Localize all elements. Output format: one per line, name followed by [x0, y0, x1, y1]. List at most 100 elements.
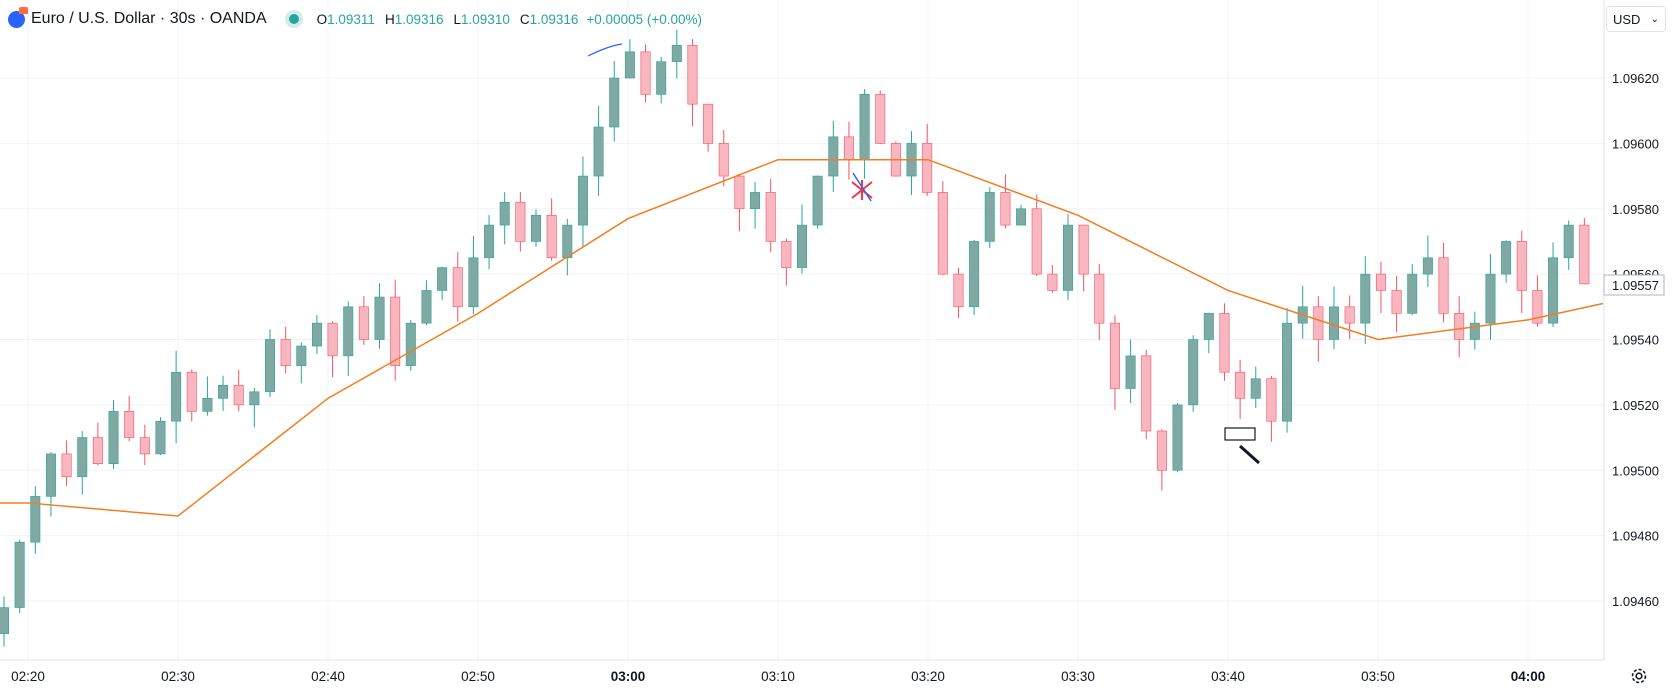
- candle-body: [296, 345, 307, 366]
- drawing-arc: [587, 43, 623, 57]
- candle-body: [812, 175, 823, 226]
- candle-body: [1235, 371, 1246, 399]
- price-tick-label: 1.09460: [1612, 594, 1659, 609]
- candle-body: [1188, 339, 1199, 406]
- symbol-logo-icon[interactable]: [8, 6, 28, 28]
- candle-body: [1407, 273, 1418, 314]
- ohlc-high: H1.09316: [384, 11, 444, 27]
- last-price-label: 1.09557: [1603, 274, 1665, 296]
- chart-legend: Euro / U.S. Dollar · 30s · OANDA O1.0931…: [8, 6, 702, 30]
- gear-icon[interactable]: [1629, 666, 1649, 686]
- candle-body: [1063, 224, 1073, 291]
- candle-body: [1563, 224, 1574, 259]
- candle-body: [30, 496, 41, 543]
- chevron-down-icon: ⌄: [1650, 13, 1659, 25]
- candle-body: [171, 371, 182, 422]
- time-tick-label: 03:40: [1211, 669, 1245, 684]
- candle-body: [1422, 257, 1433, 275]
- candle-body: [593, 126, 604, 177]
- candle-body: [797, 224, 807, 268]
- candle-body: [859, 94, 870, 161]
- time-tick-label: 02:50: [461, 669, 495, 684]
- candle-body: [1548, 257, 1559, 324]
- candle-body: [875, 94, 886, 144]
- candlestick-series: [0, 29, 1590, 647]
- time-tick-label: 03:10: [761, 669, 795, 684]
- candle-body: [1501, 241, 1512, 275]
- market-status-icon[interactable]: [288, 14, 299, 24]
- candle-body: [1125, 355, 1136, 389]
- ohlc-close: C1.09316: [519, 11, 579, 27]
- candle-body: [327, 322, 338, 357]
- candle-body: [1047, 273, 1058, 291]
- candle-body: [1391, 290, 1402, 314]
- candle-body: [1329, 306, 1339, 340]
- candle-body: [969, 241, 980, 308]
- time-axis[interactable]: 02:20 02:30 02:40 02:50 03:00 03:10 03:20 03:30…: [11, 669, 1545, 684]
- candle-body: [249, 391, 260, 406]
- candle-body: [265, 339, 275, 393]
- candle-body: [624, 51, 635, 79]
- candle-body: [202, 398, 213, 412]
- candle-body: [734, 175, 745, 210]
- candle-body: [843, 136, 854, 161]
- candle-body: [953, 273, 964, 308]
- symbol-title[interactable]: Euro / U.S. Dollar · 30s · OANDA: [31, 10, 267, 27]
- candle-body: [1203, 313, 1214, 340]
- price-tick-label: 1.09500: [1612, 463, 1659, 478]
- candle-body: [499, 201, 510, 226]
- candle-body: [1532, 290, 1543, 324]
- chart-grid: [0, 0, 1604, 660]
- price-tick-label: 1.09600: [1612, 136, 1659, 151]
- candle-body: [531, 214, 541, 242]
- candle-body: [1266, 378, 1277, 422]
- candle-body: [562, 224, 573, 259]
- candle-body: [92, 437, 103, 465]
- time-tick-label: 03:20: [911, 669, 945, 684]
- drawing-rectangle: [1224, 427, 1256, 441]
- candle-body: [1172, 404, 1183, 471]
- candle-body: [1250, 378, 1261, 399]
- candle-body: [280, 339, 291, 366]
- currency-label: USD: [1613, 11, 1641, 27]
- price-tick-label: 1.09480: [1612, 529, 1659, 544]
- candle-body: [922, 143, 933, 193]
- candle-body: [1078, 224, 1089, 275]
- candle-body: [937, 192, 948, 275]
- candle-body: [1438, 257, 1449, 314]
- price-tick-label: 1.09520: [1612, 398, 1659, 413]
- price-tick-label: 1.09580: [1612, 202, 1659, 217]
- candle-body: [374, 296, 385, 340]
- candle-body: [484, 224, 495, 259]
- candle-body: [124, 411, 135, 438]
- candle-body: [1094, 273, 1105, 324]
- time-tick-label: 02:40: [311, 669, 345, 684]
- candle-body: [45, 453, 56, 497]
- currency-selector[interactable]: USD ⌄: [1606, 6, 1666, 32]
- price-axis[interactable]: 1.09460 1.09480 1.09500 1.09520 1.09540 1.095…: [1612, 71, 1659, 609]
- price-tick-label: 1.09620: [1612, 71, 1659, 86]
- candle-body: [1485, 273, 1496, 324]
- candle-body: [1469, 322, 1480, 340]
- moving-average-line: [0, 158, 1604, 517]
- ohlc-low: L1.09310: [453, 11, 510, 27]
- candle-body: [577, 175, 588, 226]
- last-price-value: 1.09557: [1612, 278, 1659, 293]
- candle-body: [828, 136, 839, 177]
- drawing-arrow-line: [1238, 444, 1261, 465]
- candle-body: [687, 45, 698, 105]
- candle-body: [1109, 322, 1120, 389]
- ohlc-values: O1.09311 H1.09316 L1.09310 C1.09316: [317, 12, 579, 27]
- candle-body: [343, 306, 354, 357]
- candle-body: [311, 322, 322, 347]
- ohlc-open: O1.09311: [316, 11, 375, 27]
- candle-body: [781, 241, 792, 268]
- candle-body: [765, 192, 776, 242]
- candle-body: [437, 267, 448, 291]
- time-tick-label: 02:20: [11, 669, 45, 684]
- user-drawings[interactable]: [587, 43, 1261, 465]
- candle-body: [1156, 430, 1167, 471]
- candle-body: [1141, 355, 1152, 432]
- candle-body: [358, 306, 369, 340]
